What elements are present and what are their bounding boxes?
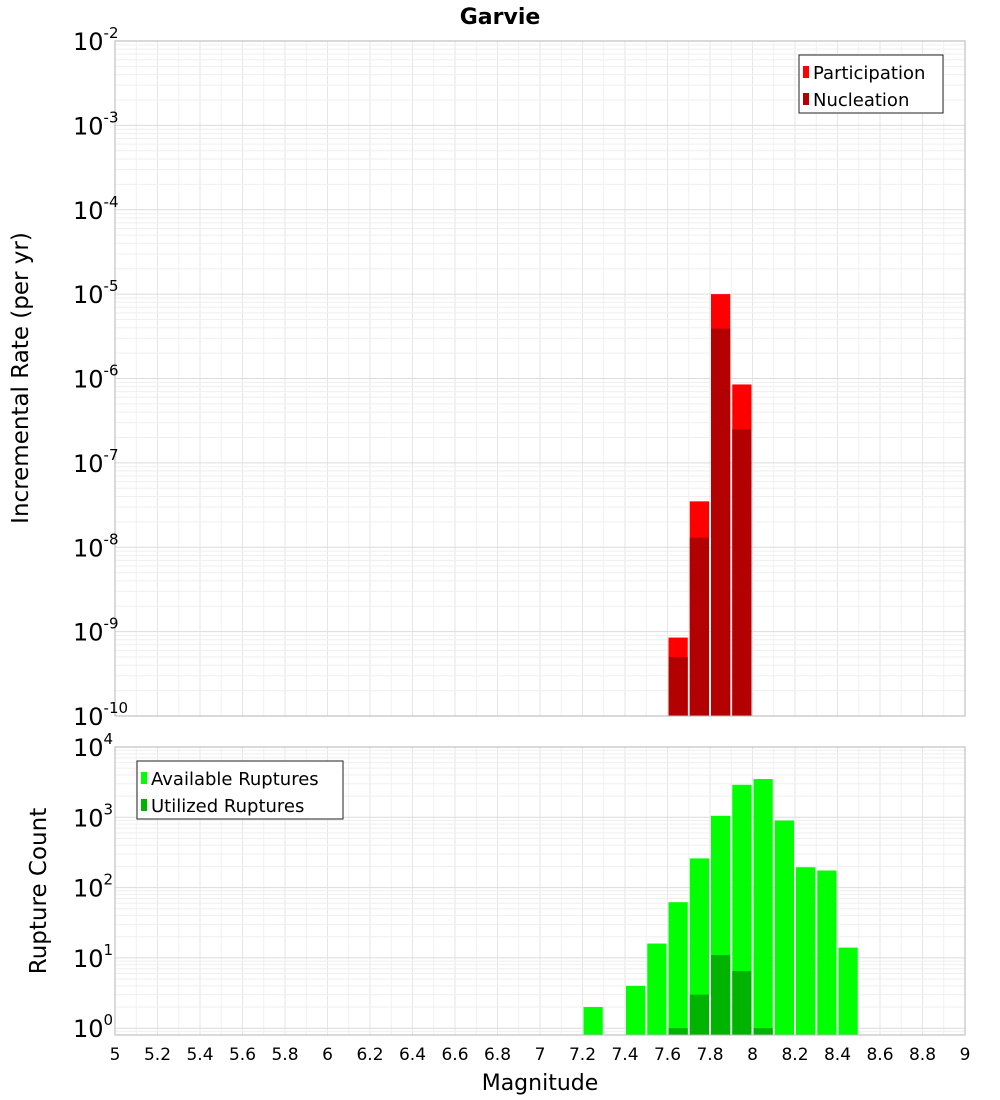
legend-swatch: [141, 799, 147, 811]
legend-entry: Utilized Ruptures: [151, 796, 304, 817]
x-tick-label: 9: [960, 1045, 971, 1065]
top-y-axis-label: Incremental Rate (per yr): [8, 232, 34, 524]
x-tick-label: 7.4: [611, 1045, 638, 1065]
y-tick-label: 103: [73, 800, 113, 832]
bar-available-ruptures: [689, 858, 709, 1035]
y-tick-label: 10-9: [73, 615, 119, 647]
x-axis-label: Magnitude: [482, 1071, 599, 1096]
y-tick-label: 10-6: [73, 362, 119, 394]
y-tick-label: 104: [73, 730, 113, 762]
x-tick-label: 5.4: [186, 1045, 213, 1065]
bar-available-ruptures: [753, 779, 773, 1035]
x-tick-label: 8: [747, 1045, 758, 1065]
x-tick-label: 5.6: [229, 1045, 256, 1065]
legend-swatch: [803, 66, 809, 78]
bar-utilized-ruptures: [668, 1028, 688, 1035]
bar-available-ruptures: [796, 867, 816, 1035]
y-tick-label: 101: [73, 941, 113, 973]
x-tick-label: 6.4: [399, 1045, 426, 1065]
legend-swatch: [803, 93, 809, 105]
bar-utilized-ruptures: [732, 971, 752, 1035]
legend-swatch: [141, 772, 147, 784]
x-tick-label: 7: [535, 1045, 546, 1065]
bar-available-ruptures: [626, 985, 646, 1035]
x-tick-label: 8.6: [866, 1045, 893, 1065]
legend-box: [136, 760, 344, 820]
bar-utilized-ruptures: [753, 1028, 773, 1035]
bar-available-ruptures: [817, 870, 837, 1035]
x-tick-label: 8.4: [824, 1045, 851, 1065]
bar-nucleation: [732, 429, 752, 716]
bar-nucleation: [689, 537, 709, 716]
x-tick-label: 7.6: [654, 1045, 681, 1065]
x-tick-label: 7.8: [696, 1045, 723, 1065]
y-tick-label: 10-2: [73, 24, 119, 56]
chart-title: Garvie: [460, 5, 541, 30]
x-tick-label: 6.8: [484, 1045, 511, 1065]
legend-entry: Available Ruptures: [151, 769, 319, 790]
x-tick-label: 5.8: [271, 1045, 298, 1065]
bar-utilized-ruptures: [689, 994, 709, 1035]
x-tick-label: 7.2: [569, 1045, 596, 1065]
top-panel-rate: 10-10 10-9 10-8 10-7 10-6 10-5 10-4 10-3 10-2 Par…: [73, 24, 966, 731]
y-tick-label: 10-4: [73, 193, 119, 225]
y-tick-label: 10-7: [73, 446, 119, 478]
y-tick-label: 10-5: [73, 277, 119, 309]
y-tick-label: 10-10: [73, 699, 128, 731]
legend-entry: Participation: [813, 63, 925, 84]
bar-available-ruptures: [838, 947, 858, 1035]
plot-frame: [114, 40, 966, 717]
bar-available-ruptures: [583, 1007, 603, 1035]
x-tick-label: 5: [110, 1045, 121, 1065]
plot-frame: [114, 746, 966, 1036]
bar-nucleation: [668, 657, 688, 716]
bottom-y-axis-label: Rupture Count: [26, 808, 52, 974]
legend-box: [798, 54, 944, 114]
y-tick-label: 100: [73, 1011, 113, 1043]
x-tick-label: 6: [322, 1045, 333, 1065]
x-tick-label: 8.2: [781, 1045, 808, 1065]
bar-available-ruptures: [774, 820, 794, 1035]
bar-nucleation: [711, 328, 731, 716]
x-tick-label: 5.2: [144, 1045, 171, 1065]
x-tick-label: 6.2: [356, 1045, 383, 1065]
y-tick-label: 10-3: [73, 108, 119, 140]
bottom-panel-rupture-count: 100 101 102 103 104 Available Ruptures Utilize…: [73, 730, 970, 1065]
x-tick-label: 8.8: [909, 1045, 936, 1065]
x-tick-label: 6.6: [441, 1045, 468, 1065]
legend-entry: Nucleation: [813, 90, 909, 111]
bar-utilized-ruptures: [711, 954, 731, 1035]
y-tick-label: 10-8: [73, 530, 119, 562]
bar-available-ruptures: [647, 943, 667, 1035]
bar-available-ruptures: [668, 902, 688, 1035]
y-tick-label: 102: [73, 871, 113, 903]
